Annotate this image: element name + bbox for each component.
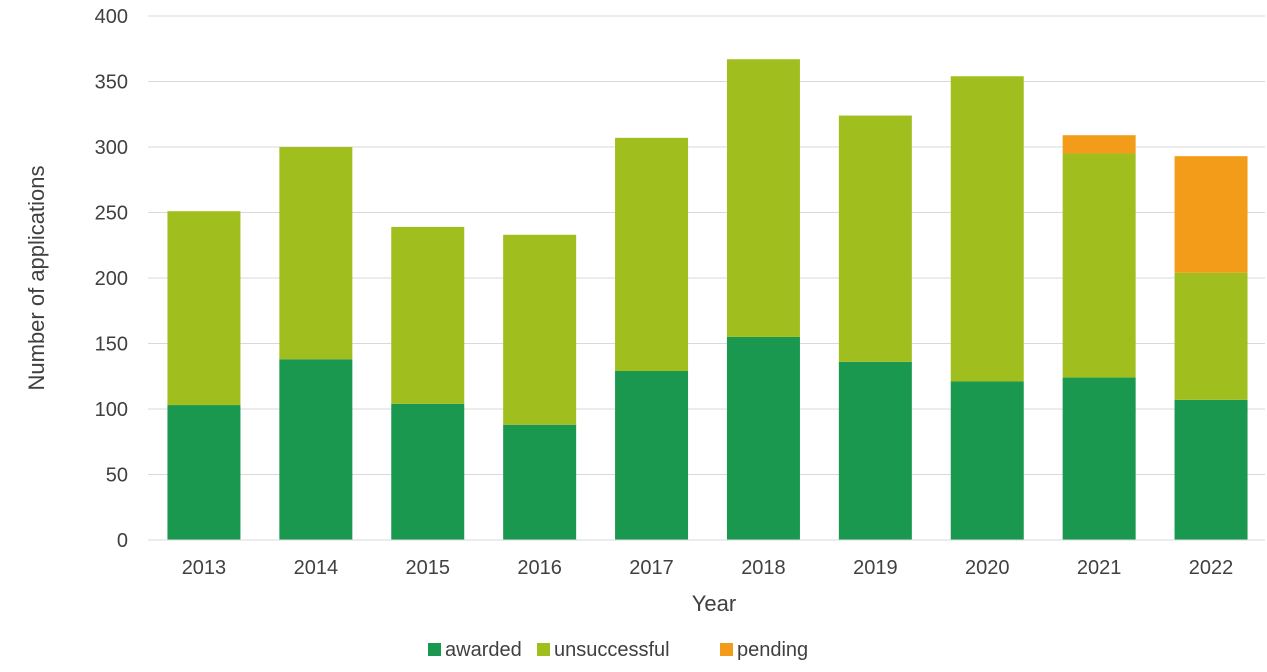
- legend-item-pending: pending: [720, 639, 808, 661]
- bar-awarded-2014: [279, 359, 353, 540]
- x-tick-label: 2013: [182, 557, 227, 579]
- legend-item-awarded: awarded: [428, 639, 522, 661]
- y-tick-label: 300: [95, 137, 128, 159]
- bar-awarded-2022: [1174, 399, 1248, 540]
- bar-awarded-2021: [1062, 377, 1136, 540]
- x-tick-label: 2015: [406, 557, 451, 579]
- x-axis-label: Year: [692, 591, 736, 616]
- legend-swatch: [720, 643, 733, 656]
- bar-unsuccessful-2014: [279, 147, 353, 360]
- bar-pending-2021: [1062, 135, 1136, 154]
- bar-unsuccessful-2016: [503, 234, 577, 425]
- bar-awarded-2013: [167, 405, 241, 540]
- legend-swatch: [428, 643, 441, 656]
- y-tick-label: 150: [95, 334, 128, 356]
- legend-item-unsuccessful: unsuccessful: [537, 639, 670, 661]
- bars: [167, 59, 1248, 540]
- y-tick-label: 400: [95, 6, 128, 28]
- y-tick-label: 0: [117, 530, 128, 552]
- y-tick-label: 250: [95, 203, 128, 225]
- bar-awarded-2020: [950, 381, 1024, 540]
- x-tick-label: 2018: [741, 557, 786, 579]
- bar-awarded-2016: [503, 424, 577, 540]
- legend-label: unsuccessful: [554, 639, 670, 661]
- bar-unsuccessful-2022: [1174, 272, 1248, 400]
- legend-label: awarded: [445, 639, 522, 661]
- bar-unsuccessful-2018: [726, 59, 800, 337]
- bar-unsuccessful-2020: [950, 76, 1024, 382]
- bar-awarded-2019: [838, 361, 912, 540]
- y-tick-label: 50: [106, 465, 128, 487]
- y-tick-labels: 0 50 100 150 200 250 300 350 400: [95, 6, 128, 552]
- bar-awarded-2018: [726, 336, 800, 540]
- legend: awarded unsuccessful pending: [428, 639, 808, 661]
- bar-unsuccessful-2021: [1062, 153, 1136, 378]
- bar-unsuccessful-2019: [838, 115, 912, 362]
- x-tick-label: 2019: [853, 557, 898, 579]
- y-tick-label: 100: [95, 399, 128, 421]
- bar-unsuccessful-2013: [167, 211, 241, 406]
- x-tick-label: 2020: [965, 557, 1010, 579]
- bar-unsuccessful-2017: [615, 137, 689, 372]
- bar-pending-2022: [1174, 156, 1248, 273]
- bar-awarded-2017: [615, 371, 689, 540]
- y-tick-label: 350: [95, 72, 128, 94]
- legend-swatch: [537, 643, 550, 656]
- x-tick-label: 2021: [1077, 557, 1122, 579]
- x-tick-label: 2016: [517, 557, 562, 579]
- x-tick-label: 2022: [1189, 557, 1234, 579]
- x-tick-label: 2017: [629, 557, 674, 579]
- y-tick-label: 200: [95, 268, 128, 290]
- x-tick-label: 2014: [294, 557, 339, 579]
- bar-awarded-2015: [391, 403, 465, 540]
- bar-unsuccessful-2015: [391, 226, 465, 404]
- x-tick-labels: 2013 2014 2015 2016 2017 2018 2019 2020 2021 2022: [182, 557, 1234, 579]
- y-axis-label: Number of applications: [24, 165, 49, 390]
- legend-label: pending: [737, 639, 808, 661]
